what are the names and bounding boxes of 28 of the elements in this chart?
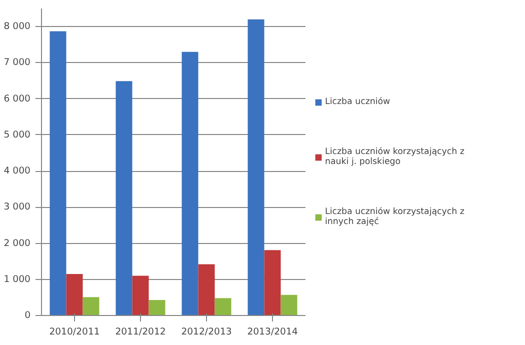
y-tick-label: 4 000 [4,166,31,177]
bar [66,274,83,316]
y-tick-label: 8 000 [4,21,31,32]
legend-label: Liczba uczniów korzystających z innych zajęć [325,206,464,226]
x-tick-label: 2011/2012 [115,326,166,338]
bar [50,31,66,316]
bar [264,250,281,316]
bar [148,300,166,316]
bar [82,297,100,316]
y-tick-label: 3 000 [4,202,31,213]
y-tick-label: 7 000 [4,57,31,68]
bar [132,276,149,316]
legend-label: Liczba uczniów [325,96,390,106]
x-tick-label: 2013/2014 [247,326,298,338]
x-tick-label: 2012/2013 [181,326,232,338]
x-tick-label: 2010/2011 [49,326,100,338]
legend-label: Liczba uczniów korzystających z nauki j. polskiego [325,146,464,166]
bar [248,19,264,316]
y-tick-label: 1 000 [4,274,31,285]
bar [214,298,232,316]
bar [198,264,215,316]
bar [182,52,198,316]
y-tick-label: 2 000 [4,238,31,249]
y-tick-label: 6 000 [4,93,31,104]
y-tick-label: 5 000 [4,129,31,140]
y-tick-label: 0 [24,310,31,321]
bar [280,294,298,316]
bar [116,81,132,316]
